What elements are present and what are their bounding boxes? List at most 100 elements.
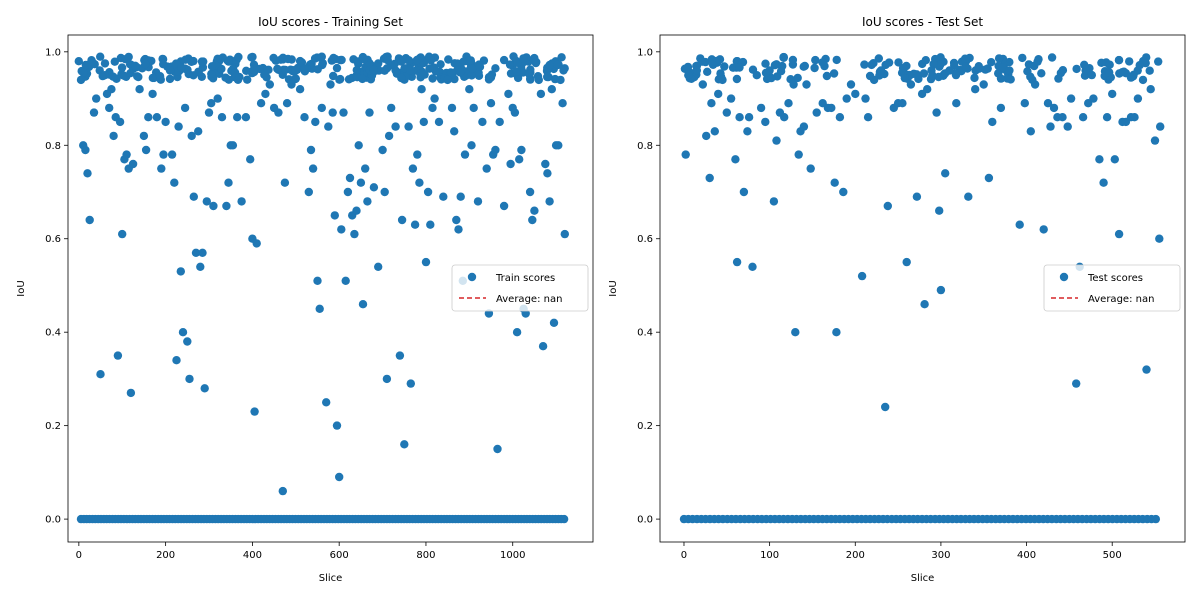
y-tick-label: 0.6 <box>45 234 61 245</box>
data-point <box>79 68 88 77</box>
data-point <box>735 63 744 72</box>
data-point <box>560 229 569 239</box>
data-point <box>1135 60 1144 70</box>
data-point <box>322 398 331 407</box>
data-point <box>217 113 227 122</box>
data-point <box>799 122 809 131</box>
data-point <box>898 63 908 73</box>
data-point <box>369 183 379 192</box>
data-point <box>770 60 780 70</box>
data-point <box>363 197 372 206</box>
data-point <box>74 57 84 66</box>
data-point <box>722 108 731 117</box>
data-point <box>341 276 350 285</box>
data-point <box>484 73 494 82</box>
data-point <box>408 164 418 173</box>
data-point <box>350 229 359 239</box>
data-point <box>743 127 752 136</box>
data-point <box>455 68 465 77</box>
data-point <box>732 257 742 267</box>
legend: Train scores Average: nan <box>451 264 589 312</box>
data-point <box>707 99 716 108</box>
data-point <box>177 63 186 72</box>
data-point <box>447 68 456 78</box>
data-point <box>806 164 815 173</box>
data-point <box>109 72 118 81</box>
data-point <box>732 74 742 84</box>
data-point <box>384 131 394 141</box>
data-point <box>776 67 786 76</box>
data-point <box>827 103 836 113</box>
chart-train: IoU scores - Training Set 0 200 400 600 800 10… <box>16 15 594 584</box>
data-point <box>793 73 802 83</box>
data-point <box>780 113 789 122</box>
data-point <box>466 56 475 65</box>
axes-frame <box>659 34 1186 543</box>
data-point <box>415 178 424 187</box>
data-point <box>900 73 909 83</box>
data-point <box>538 342 548 351</box>
data-point <box>249 65 258 75</box>
data-point <box>1054 74 1063 83</box>
data-point <box>1030 80 1040 89</box>
data-points <box>679 52 1165 524</box>
data-point <box>1114 55 1124 65</box>
data-point <box>207 99 216 108</box>
data-point <box>1150 136 1160 145</box>
data-point <box>952 99 961 108</box>
chart-title: IoU scores - Test Set <box>862 15 983 29</box>
x-tick-label: 0 <box>76 550 82 561</box>
data-point <box>310 54 320 63</box>
data-point <box>789 80 798 89</box>
data-point <box>306 145 316 155</box>
data-point <box>252 239 261 248</box>
data-point <box>148 73 157 83</box>
data-point <box>235 72 244 82</box>
data-point <box>767 73 776 83</box>
data-point <box>473 197 483 206</box>
data-point <box>1063 122 1072 131</box>
data-point <box>835 113 845 122</box>
data-point <box>213 54 222 63</box>
x-tick-label: 0 <box>681 550 687 561</box>
data-point <box>383 56 392 65</box>
data-point <box>224 57 233 66</box>
data-point <box>525 70 534 79</box>
data-point <box>557 53 566 62</box>
data-point <box>413 150 422 159</box>
data-point <box>100 71 110 80</box>
y-tick-label: 0.6 <box>637 234 653 245</box>
x-tick-label: 800 <box>416 550 435 561</box>
data-point <box>295 85 305 94</box>
data-point <box>1110 155 1120 164</box>
data-point <box>131 61 140 70</box>
data-point <box>187 131 196 141</box>
data-point <box>1043 99 1053 108</box>
data-point <box>159 150 168 159</box>
data-point <box>365 108 374 117</box>
x-tick-label: 200 <box>156 550 175 561</box>
data-point <box>300 64 309 73</box>
data-point <box>705 173 714 183</box>
data-point <box>1072 64 1081 74</box>
data-point <box>1049 103 1059 113</box>
data-point <box>126 388 136 398</box>
data-point <box>936 60 945 69</box>
data-point <box>282 99 292 108</box>
data-point <box>902 257 911 267</box>
data-point <box>180 103 190 113</box>
data-point <box>556 75 565 85</box>
data-point <box>467 141 476 150</box>
data-point <box>1039 225 1048 234</box>
data-point <box>209 201 218 211</box>
data-point <box>406 379 415 388</box>
data-point <box>144 113 153 122</box>
data-points <box>74 52 569 524</box>
data-point <box>467 64 477 73</box>
data-point <box>96 52 105 61</box>
data-point <box>549 318 559 327</box>
data-point <box>283 54 293 64</box>
data-point <box>265 80 274 89</box>
y-tick-label: 1.0 <box>637 47 653 58</box>
data-point <box>382 374 392 384</box>
